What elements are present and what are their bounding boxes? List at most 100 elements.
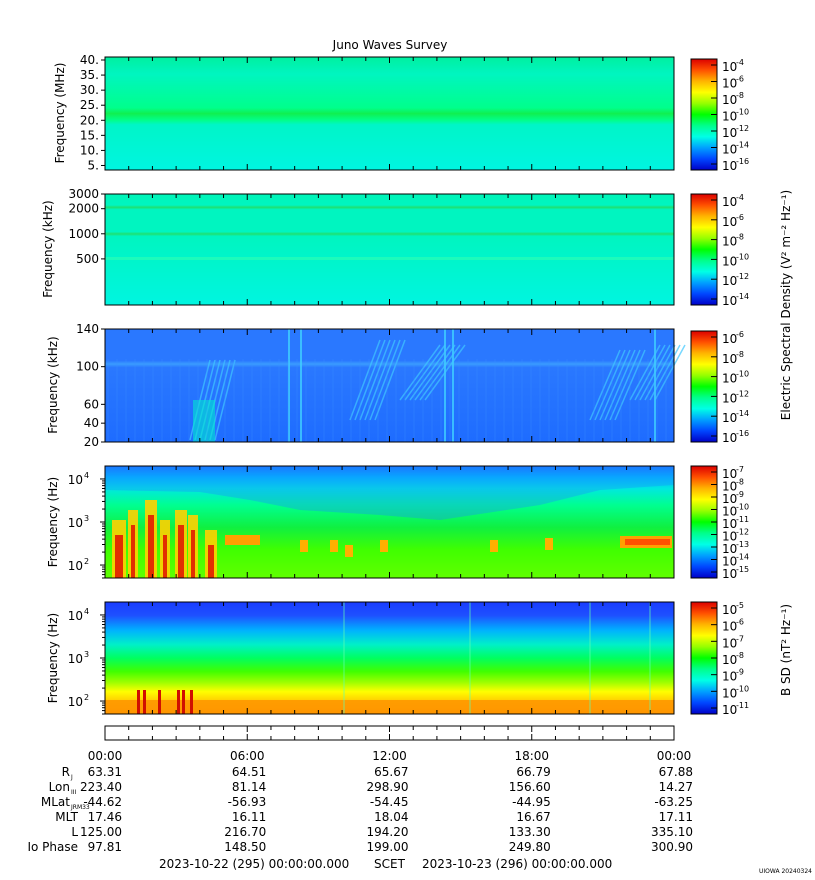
ytick-label-exp: 3 — [84, 514, 89, 523]
ephem-value: 17.46 — [88, 810, 122, 824]
cbar-tick-exp: -10 — [736, 684, 749, 693]
small-burst — [545, 538, 553, 550]
drifting-emission — [369, 339, 401, 421]
drifting-emission — [604, 349, 636, 421]
panel-4-spectrogram — [105, 466, 674, 578]
cbar-tick-base: 10 — [722, 391, 737, 405]
cbar-tick-base: 10 — [722, 143, 737, 157]
cbar-tick-base: 10 — [722, 411, 737, 425]
cbar-tick-base: 10 — [722, 235, 737, 249]
colorbar-gradient — [690, 193, 718, 306]
drifting-emission — [649, 344, 681, 401]
cbar-tick-base: 10 — [722, 254, 737, 268]
panel-4-emission-features — [105, 466, 674, 578]
burst-core — [191, 530, 195, 578]
panel-2-spectrogram — [105, 194, 674, 305]
ephem-value: 223.40 — [80, 780, 122, 794]
ytick-label: 2000 — [68, 202, 99, 216]
cbar-tick-base: 10 — [722, 77, 737, 91]
ephem-value: 16.67 — [516, 810, 550, 824]
drifting-emission — [359, 339, 391, 421]
cbar-tick-exp: -6 — [736, 75, 744, 84]
panel-3-ylabel: Frequency (kHz) — [46, 336, 60, 433]
cbar-tick-exp: -12 — [736, 124, 749, 133]
cbar-tick-exp: -4 — [736, 58, 744, 67]
cbar-tick-base: 10 — [722, 603, 737, 617]
ytick-label: 30. — [80, 83, 99, 97]
cbar-tick-base: 10 — [722, 555, 737, 569]
ephem-value: 300.90 — [651, 840, 693, 854]
ephem-row-label: MLat — [41, 795, 70, 809]
vertical-emission — [288, 329, 290, 442]
burst-core — [208, 545, 214, 578]
small-burst — [380, 540, 388, 552]
cbar-tick-base: 10 — [722, 686, 737, 700]
cbar-tick-base: 10 — [722, 636, 737, 650]
cbar-tick-base: 10 — [722, 274, 737, 288]
cbar-tick-base: 10 — [722, 703, 737, 717]
ephem-time: 06:00 — [230, 749, 265, 763]
figure-title: Juno Waves Survey — [332, 38, 448, 52]
cbar-tick-exp: -6 — [736, 330, 744, 339]
drifting-emission — [424, 344, 466, 401]
ephem-value: 18.04 — [374, 810, 408, 824]
cbar-tick-base: 10 — [722, 195, 737, 209]
ephem-value: 156.60 — [509, 780, 551, 794]
ephem-value: 335.10 — [651, 825, 693, 839]
cbar-tick-exp: -8 — [736, 91, 744, 100]
ephem-value: 216.70 — [224, 825, 266, 839]
drifting-emission — [404, 344, 446, 401]
ytick-label-exp: 3 — [84, 650, 89, 659]
burst-core — [148, 515, 154, 578]
cbar-tick-base: 10 — [722, 530, 737, 544]
time-axis — [104, 725, 675, 741]
drifting-emission — [419, 344, 461, 401]
cbar-tick-base: 10 — [722, 215, 737, 229]
drifting-emission — [644, 344, 676, 401]
ephem-value: 66.79 — [516, 765, 550, 779]
electric-cbar-label: Electric Spectral Density (V² m⁻² Hz⁻¹) — [779, 190, 793, 420]
cbar-tick-exp: -12 — [736, 389, 749, 398]
ytick-label: 15. — [80, 128, 99, 142]
cbar-tick-base: 10 — [722, 332, 737, 346]
panel-3-emission-features — [107, 329, 686, 442]
cbar-tick-base: 10 — [722, 653, 737, 667]
low-freq-spike — [177, 690, 180, 714]
ytick-label-base: 10 — [68, 559, 83, 573]
ytick-label: 25. — [80, 98, 99, 112]
cbar-tick-base: 10 — [722, 126, 737, 140]
ytick-label: 140 — [76, 322, 99, 336]
cbar-tick-exp: -14 — [736, 292, 749, 301]
panel-1: Frequency (MHz) 5.10.15.20.25.30.35.40. — [53, 53, 675, 172]
band-400hz — [225, 535, 260, 545]
ephem-row-label: R — [62, 765, 70, 779]
footer-scet: SCET — [374, 857, 406, 871]
cbar-tick-exp: -12 — [736, 272, 749, 281]
cbar-tick-exp: -10 — [736, 503, 749, 512]
cbar-tick-exp: -10 — [736, 108, 749, 117]
ephem-value: 199.00 — [367, 840, 409, 854]
cbar-tick-base: 10 — [722, 542, 737, 556]
panel-4-ylabel: Frequency (Hz) — [46, 477, 60, 568]
cbar-tick-base: 10 — [722, 352, 737, 366]
small-burst — [330, 540, 338, 552]
burst-core — [115, 535, 123, 578]
colorbar-gradient — [690, 330, 718, 443]
vertical-emission — [654, 329, 656, 442]
ytick-label-exp: 4 — [84, 471, 89, 480]
ephem-value: 81.14 — [232, 780, 266, 794]
cbar-tick-exp: -14 — [736, 141, 749, 150]
drifting-emission — [409, 344, 451, 401]
ephem-value: 64.51 — [232, 765, 266, 779]
ytick-label: 100 — [76, 360, 99, 374]
ephem-value: 63.31 — [88, 765, 122, 779]
ytick-label-exp: 4 — [84, 607, 89, 616]
ytick-label: 20. — [80, 113, 99, 127]
cbar-tick-exp: -13 — [736, 540, 749, 549]
cbar-tick-base: 10 — [722, 620, 737, 634]
